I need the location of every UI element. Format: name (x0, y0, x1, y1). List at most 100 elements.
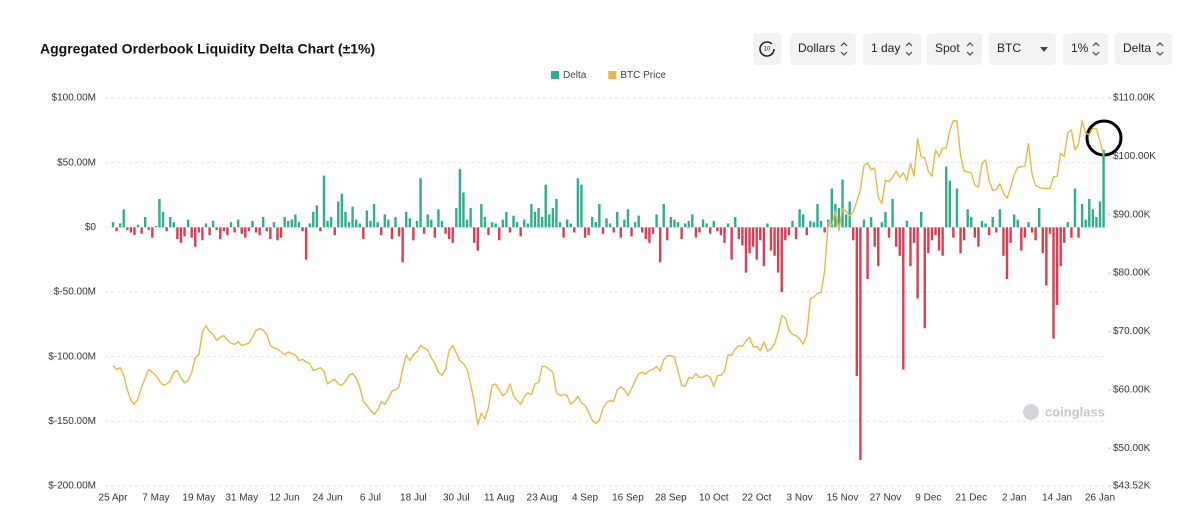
dropdown[interactable] (1063, 33, 1108, 65)
bar (537, 207, 540, 228)
bar (616, 211, 619, 228)
bar (1034, 227, 1037, 241)
y-tick-label: $-50.00M (54, 287, 96, 298)
bar (380, 227, 383, 236)
bar (648, 227, 651, 243)
bar (809, 220, 812, 228)
bar (472, 227, 476, 243)
bar (494, 223, 497, 228)
bar (143, 216, 147, 228)
bar (555, 198, 558, 228)
bar (551, 207, 555, 228)
bar (784, 227, 787, 241)
bar (655, 214, 658, 228)
bar (415, 220, 419, 228)
bar (830, 188, 833, 228)
bar (337, 201, 340, 228)
bar (884, 211, 887, 228)
bar (236, 219, 240, 228)
bar (240, 227, 243, 234)
x-tick-label: 31 May (225, 493, 258, 504)
watermark-logo (1023, 404, 1039, 420)
bar (490, 222, 494, 228)
bar (877, 227, 880, 267)
bar (319, 227, 322, 232)
dropdown[interactable] (1115, 33, 1172, 65)
y2-tick-label: $50.00K (1113, 443, 1151, 454)
bar (523, 219, 526, 228)
x-tick-label: 15 Nov (827, 493, 859, 504)
bar (208, 227, 211, 236)
bar (447, 227, 451, 239)
bar (651, 227, 655, 234)
x-tick-label: 9 Dec (915, 493, 941, 504)
bar (862, 219, 866, 228)
bar (869, 216, 873, 228)
x-tick-label: 21 Dec (955, 493, 987, 504)
bar (279, 227, 283, 238)
bar (816, 204, 819, 228)
bar (959, 227, 962, 254)
dropdown[interactable] (989, 33, 1056, 65)
bar (580, 184, 583, 228)
bar (387, 219, 390, 228)
bar (172, 222, 175, 228)
bar (812, 222, 816, 228)
bar (859, 227, 862, 461)
bar (419, 178, 422, 228)
bar (147, 227, 150, 230)
bar (197, 227, 201, 233)
bar (294, 214, 297, 228)
bar (669, 216, 673, 228)
bar (841, 179, 844, 228)
x-tick-label: 23 Aug (527, 493, 558, 504)
dropdown-chevron (840, 42, 848, 56)
bar (229, 222, 233, 228)
bar (934, 227, 937, 236)
bar (980, 220, 984, 228)
bar (637, 215, 640, 228)
dropdown[interactable] (927, 33, 982, 65)
dropdown[interactable] (790, 33, 856, 65)
bar (766, 223, 769, 228)
bar (558, 222, 562, 228)
bar (455, 207, 458, 228)
bar (705, 223, 708, 228)
refresh-button[interactable] (753, 33, 781, 65)
bar (183, 227, 186, 237)
bar (819, 220, 823, 228)
bar (594, 222, 597, 228)
bar (680, 227, 683, 239)
bar (365, 210, 369, 228)
bar (508, 227, 512, 233)
bar (598, 204, 601, 228)
bar (397, 227, 401, 237)
bar (1005, 227, 1009, 280)
bar (912, 227, 916, 243)
x-tick-label: 6 Jul (360, 493, 381, 504)
bar (791, 220, 794, 228)
x-tick-label: 12 Jun (270, 493, 300, 504)
y2-tick-label: $100.00K (1113, 151, 1156, 162)
bar (995, 227, 998, 233)
bar (519, 227, 522, 237)
bar (834, 204, 837, 228)
y2-tick-label: $60.00K (1113, 384, 1151, 395)
bar (544, 184, 547, 228)
dropdown-label: Dollars (798, 41, 835, 55)
bar (122, 209, 125, 228)
bar (312, 211, 315, 228)
bar (401, 227, 404, 263)
bar (483, 216, 487, 228)
bar (930, 227, 934, 241)
bar (587, 227, 590, 236)
bar (573, 227, 576, 233)
bar (369, 220, 372, 228)
y-tick-label: $50.00M (57, 157, 96, 168)
bar (480, 204, 483, 228)
dropdown[interactable] (863, 33, 921, 65)
y-tick-label: $-200.00M (48, 481, 96, 492)
bar (716, 227, 719, 232)
bar (927, 227, 930, 254)
